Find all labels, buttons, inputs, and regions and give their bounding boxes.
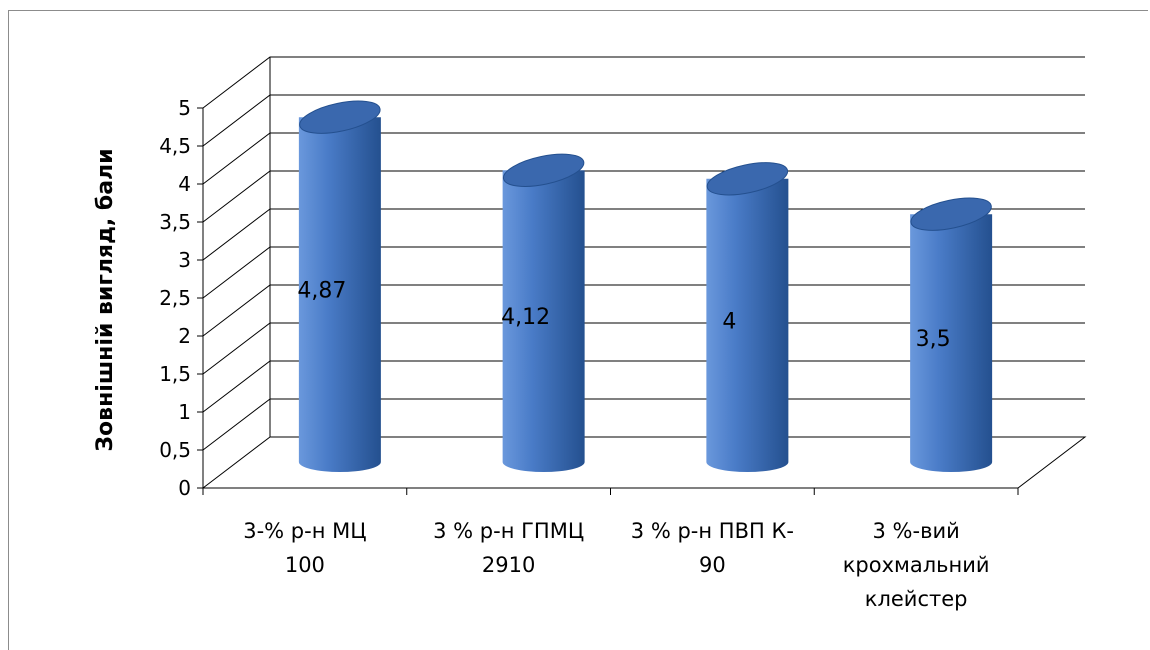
bar-body [502,170,585,472]
y-tick-label: 0,5 [159,438,191,462]
x-category-line: 3 % р-н ПВП К- [631,519,794,543]
gridline [202,322,1085,375]
y-tick-label: 4 [178,172,191,196]
data-label: 3,5 [916,327,951,352]
data-labels: 4,87 4,12 4 3,5 [297,279,950,352]
y-tick-label: 3 [178,248,191,272]
y-tick-label: 2,5 [159,286,191,310]
x-category-line: 2910 [482,553,535,577]
gridline [202,56,1085,109]
data-label: 4,12 [501,305,550,330]
bar-top [910,197,992,231]
y-tick-label: 4,5 [159,134,191,158]
gridlines [202,56,1085,451]
bar [298,100,381,472]
gridline [202,284,1085,337]
x-category-line: клейстер [865,587,968,611]
x-category-line: 3 % р-н ГПМЦ [433,519,584,543]
bar [502,153,585,472]
y-axis-ticks: 0 0,5 1 1,5 2 2,5 3 3,5 4 4,5 5 [159,96,203,500]
x-category-line: 3-% р-н МЦ [243,519,366,543]
bar [910,197,993,472]
x-axis-labels: 3-% р-н МЦ 100 3 % р-н ГПМЦ 2910 3 % р-н ПВП… [243,519,989,611]
y-tick-label: 1 [178,400,191,424]
x-category-label: 3 %-вий крохмальний клейстер [843,519,990,611]
x-category-line: 100 [285,553,325,577]
gridline [202,132,1085,185]
x-category-line: 90 [699,553,726,577]
bar [706,162,789,473]
bar-body [706,178,789,473]
y-tick-label: 1,5 [159,362,191,386]
gridline [202,398,1085,451]
x-category-label: 3 % р-н ГПМЦ 2910 [433,519,584,577]
bar-top [502,153,585,187]
data-label: 4,87 [297,279,346,304]
y-axis-title: Зовнішній вигляд, бали [93,148,118,451]
y-tick-label: 3,5 [159,210,191,234]
gridline [202,208,1085,261]
gridline [202,360,1085,413]
chart-frame [8,10,1148,650]
bar-top [706,162,789,196]
y-tick-label: 0 [178,476,191,500]
bar-body [910,214,993,472]
bars [298,100,993,473]
data-label: 4 [722,309,736,334]
y-tick-label: 2 [178,324,191,348]
x-category-line: 3 %-вий [873,519,960,543]
gridline [202,94,1085,147]
x-category-label: 3-% р-н МЦ 100 [243,519,366,577]
bar-body [298,117,381,472]
bar-top [299,100,381,134]
gridline [202,170,1085,223]
x-category-line: крохмальний [843,553,990,577]
gridline [202,246,1085,299]
y-tick-label: 5 [178,96,191,120]
x-category-label: 3 % р-н ПВП К- 90 [631,519,794,577]
